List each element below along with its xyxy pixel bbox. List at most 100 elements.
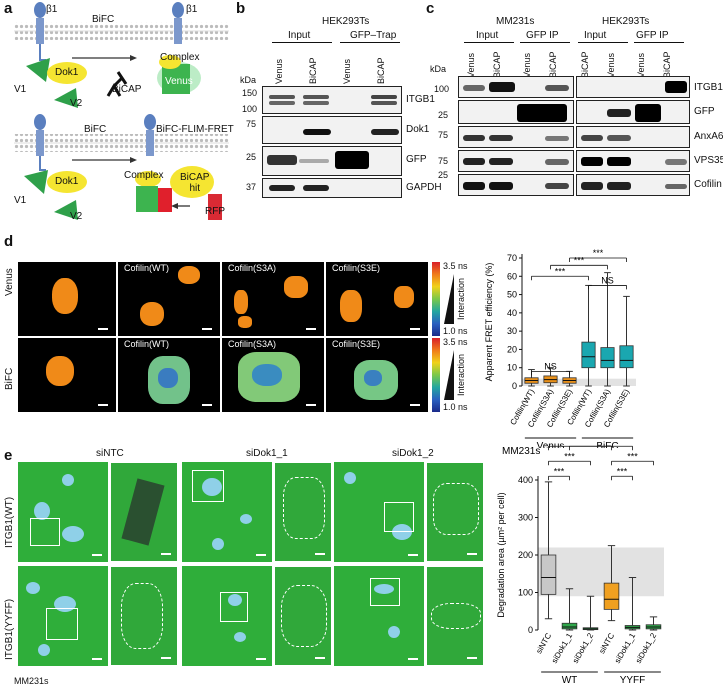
e-inset-yyff-sidok1-2 [426, 566, 484, 666]
d-img-venus-s3e [326, 262, 428, 336]
bicap-hit [170, 166, 214, 198]
e-inset-yyff-sidok1-1 [274, 566, 332, 666]
y-tick-label: 400 [518, 475, 533, 485]
d-col-wt-b: Cofilin(WT) [124, 339, 169, 349]
d-img-venus-wt [118, 262, 220, 336]
label-venus-top: Venus [165, 76, 193, 87]
integrin-b1-receptor [34, 2, 46, 18]
group-label: WT [562, 675, 578, 686]
c-bracket-2 [520, 42, 570, 43]
b-blot-gfp [262, 146, 402, 176]
sig-label: *** [564, 451, 575, 461]
c-lane-r0: BiCAP [580, 51, 590, 78]
shaded-band [522, 378, 636, 386]
x-tick-label: siNTC [597, 631, 616, 655]
c-blot-vps35-left [458, 150, 574, 172]
c-right-title: HEK293Ts [602, 16, 650, 27]
b-row-itgb1: ITGB1 [406, 94, 435, 105]
b-gfptrap-label: GFP–Trap [350, 30, 397, 41]
c-blot-itgb1-right [576, 76, 690, 98]
b-gfptrap-bracket [340, 42, 400, 43]
label-dok1-bottom: Dok1 [55, 176, 79, 187]
box-3 [603, 582, 620, 610]
c-row-cofilin: Cofilin [694, 179, 722, 190]
c-right-gfpip: GFP IP [636, 30, 669, 41]
b-lane-2: Venus [342, 58, 352, 84]
c-left-gfpip: GFP IP [526, 30, 559, 41]
c-blot-anxa6-right [576, 126, 690, 148]
c-lane-l2: Venus [522, 52, 532, 78]
panel-label-e: e [4, 447, 13, 464]
d-col-wt: Cofilin(WT) [124, 263, 169, 273]
sig-label: *** [593, 248, 604, 258]
b-marker-150: 150 [242, 88, 258, 98]
y-tick-label: 10 [507, 363, 517, 373]
b-blot-dok1 [262, 116, 402, 144]
b-lane-1: BiCAP [308, 57, 318, 84]
d-img-bifc-s3e [326, 338, 428, 412]
e-col-sidok1-1: siDok1_1 [246, 448, 288, 459]
e-img-wt-sidok1-1 [182, 462, 272, 562]
sig-label: NS [544, 361, 557, 371]
c-marker-100: 100 [434, 84, 450, 94]
x-tick-label: siDok1_2 [571, 631, 596, 665]
d-scale-max-bottom: 3.5 ns [443, 337, 468, 347]
d-colorscale-top [432, 262, 440, 336]
c-blot-gfp-right [576, 100, 690, 124]
b-kda-label: kDa [240, 75, 257, 85]
y-tick-label: 300 [518, 513, 533, 523]
c-lane-l1: BiCAP [492, 51, 502, 78]
bicap-nanobody [106, 71, 128, 97]
dok1-protein [47, 62, 87, 84]
box-4 [600, 347, 615, 369]
v1-fragment [26, 58, 50, 82]
c-left-title: MM231s [496, 16, 535, 27]
rfp-tag [208, 194, 222, 220]
label-bifc-top: BiFC [92, 14, 115, 25]
b-marker-37: 37 [246, 182, 257, 192]
label-rfp: RFP [205, 206, 225, 217]
c-bracket-4 [634, 42, 684, 43]
panel-a-schematic [14, 2, 229, 220]
d-img-bifc-ctrl [18, 338, 116, 412]
y-tick-label: 70 [507, 253, 517, 263]
sig-label: NS [601, 275, 614, 285]
c-blot-vps35-right [576, 150, 690, 172]
c-blot-cofilin-left [458, 174, 574, 196]
b-cell-line: HEK293Ts [322, 16, 370, 27]
box-5 [619, 345, 634, 369]
d-scale-max-top: 3.5 ns [443, 261, 468, 271]
panel-label-c: c [426, 0, 435, 17]
d-row-label-venus: Venus [4, 268, 15, 296]
d-col-s3a-b: Cofilin(S3A) [228, 339, 277, 349]
label-dok1-top: Dok1 [55, 67, 79, 78]
panel-label-d: d [4, 233, 14, 250]
b-row-dok1: Dok1 [406, 124, 430, 135]
e-inset-wt-sintc [110, 462, 178, 562]
c-bracket-1 [464, 42, 514, 43]
c-kda-label: kDa [430, 64, 447, 74]
b-row-gapdh: GAPDH [406, 182, 442, 193]
d-col-s3e: Cofilin(S3E) [332, 263, 381, 273]
e-img-yyff-sintc [18, 566, 108, 666]
sig-label: *** [627, 451, 638, 461]
c-blot-gfp-left [458, 100, 574, 124]
e-col-sidok1-2: siDok1_2 [392, 448, 434, 459]
v2-fragment [54, 88, 78, 108]
e-img-yyff-sidok1-1 [182, 566, 272, 666]
label-v2-bottom: V2 [70, 211, 83, 222]
label-complex-top: Complex [160, 52, 200, 63]
d-col-s3e-b: Cofilin(S3E) [332, 339, 381, 349]
group-label: YYFF [620, 675, 646, 686]
label-bicap-top: BiCAP [112, 84, 142, 95]
e-row-yyff: ITGB1(YYFF) [4, 598, 15, 660]
c-blot-cofilin-right [576, 174, 690, 196]
y-tick-label: 0 [512, 381, 517, 391]
e-img-wt-sintc [18, 462, 108, 562]
c-row-itgb1: ITGB1 [694, 82, 723, 93]
label-b1-top-right: β1 [186, 4, 198, 15]
d-interaction-label-top: Interaction [456, 277, 466, 320]
y-axis-label: Degradation area (µm² per cell) [496, 492, 506, 617]
e-inset-yyff-sintc [110, 566, 178, 666]
group-label: BiFC [596, 441, 618, 448]
